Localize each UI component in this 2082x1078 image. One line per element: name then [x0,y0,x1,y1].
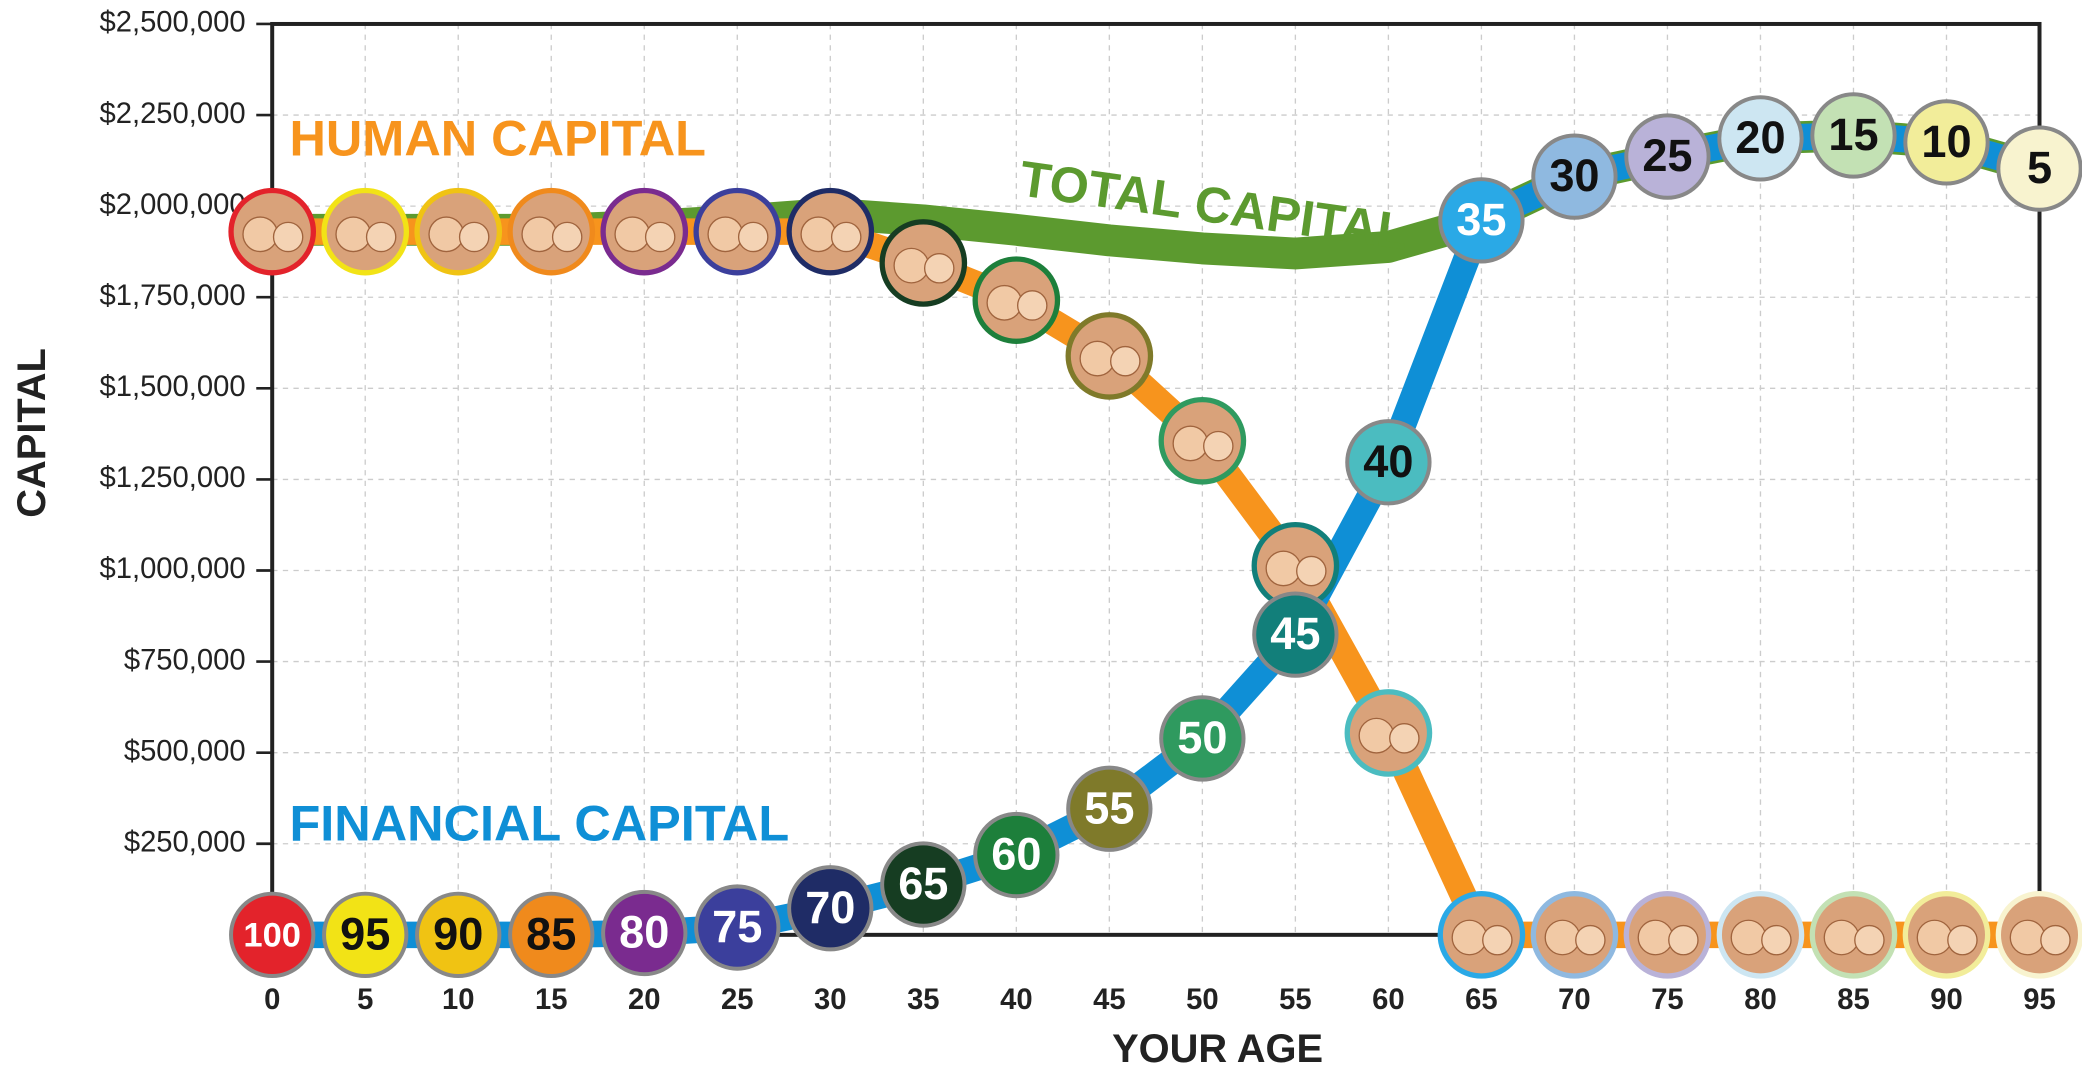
y-tick-label: $1,250,000 [99,462,245,494]
portrait-face [1762,926,1791,955]
portrait-face [1452,920,1487,955]
portrait-face [1173,426,1208,461]
badge-label: 40 [1363,436,1413,487]
portrait-face [522,217,557,252]
portrait-face [646,222,675,251]
badge-label: 80 [619,907,669,958]
portrait-face [274,222,303,251]
portrait-face [336,217,371,252]
y-tick-label: $1,000,000 [99,553,245,585]
badge-label: 30 [1549,150,1599,201]
x-tick-label: 0 [264,984,280,1016]
badge-label: 75 [712,901,762,952]
portrait-face [2041,926,2070,955]
portrait-face [429,217,464,252]
x-tick-label: 15 [535,984,567,1016]
portrait-face [894,248,929,283]
y-tick-label: $500,000 [124,735,246,767]
portrait-face [1359,718,1394,753]
portrait-face [1266,551,1301,586]
x-tick-label: 80 [1744,984,1776,1016]
x-tick-label: 70 [1558,984,1590,1016]
x-tick-label: 45 [1093,984,1125,1016]
portrait-face [1638,920,1673,955]
badge-label: 15 [1828,109,1878,160]
portrait-face [1917,920,1952,955]
portrait-face [1855,926,1884,955]
x-tick-label: 5 [357,984,373,1016]
y-tick-label: $2,500,000 [99,7,245,39]
portrait-face [1948,926,1977,955]
x-tick-label: 85 [1837,984,1869,1016]
x-tick-label: 90 [1930,984,1962,1016]
portrait-face [832,222,861,251]
portrait-face [1390,724,1419,753]
x-tick-label: 60 [1372,984,1404,1016]
portrait-face [1018,291,1047,320]
portrait-face [243,217,278,252]
x-tick-label: 35 [907,984,939,1016]
badge-label: 20 [1735,112,1785,163]
portrait-face [1080,341,1115,376]
y-tick-label: $750,000 [124,644,246,676]
badge-label: 55 [1084,782,1134,833]
portrait-face [739,222,768,251]
series-label: HUMAN CAPITAL [289,109,706,166]
portrait-face [1576,926,1605,955]
portrait-face [1297,556,1326,585]
x-axis-title: YOUR AGE [1112,1027,1323,1071]
portrait-face [801,217,836,252]
portrait-face [2010,920,2045,955]
portrait-face [1204,431,1233,460]
badge-label: 35 [1456,194,1506,245]
x-tick-label: 40 [1000,984,1032,1016]
x-tick-label: 75 [1651,984,1683,1016]
portrait-face [367,222,396,251]
badge-label: 85 [526,908,576,959]
y-axis-title: CAPITAL [10,348,54,518]
badge-label: 50 [1177,712,1227,763]
badge-label: 45 [1270,608,1320,659]
x-tick-label: 30 [814,984,846,1016]
badge-label: 90 [433,908,483,959]
chart: YOUR AGE CAPITAL $250,000 $500,000 $750,00… [0,0,2082,1073]
portrait-face [708,217,743,252]
y-tick-label: $2,000,000 [99,189,245,221]
portrait-face [460,222,489,251]
portrait-face [987,286,1022,321]
x-tick-label: 10 [442,984,474,1016]
y-tick-label: $1,750,000 [99,280,245,312]
y-tick-label: $2,250,000 [99,98,245,130]
portrait-face [1669,926,1698,955]
series-label: FINANCIAL CAPITAL [289,795,789,852]
badge-label: 95 [340,908,390,959]
y-tick-label: $1,500,000 [99,371,245,403]
portrait-face [1731,920,1766,955]
badge-label: 70 [805,882,855,933]
badge-label: 25 [1642,130,1692,181]
portrait-face [1483,926,1512,955]
badge-label: 5 [2027,142,2052,193]
portrait-face [615,217,650,252]
x-tick-label: 20 [628,984,660,1016]
x-tick-label: 55 [1279,984,1311,1016]
portrait-face [553,222,582,251]
page: YOUR AGE CAPITAL $250,000 $500,000 $750,00… [0,0,2082,1078]
x-tick-label: 95 [2023,984,2055,1016]
badge-label: 65 [898,858,948,909]
x-tick-label: 25 [721,984,753,1016]
portrait-face [925,254,954,283]
portrait-face [1824,920,1859,955]
x-tick-label: 65 [1465,984,1497,1016]
badge-label: 10 [1921,116,1971,167]
badge-label: 60 [991,829,1041,880]
y-tick-label: $250,000 [124,826,246,858]
portrait-face [1545,920,1580,955]
badge-label: 100 [243,917,301,955]
portrait-face [1111,347,1140,376]
x-tick-label: 50 [1186,984,1218,1016]
